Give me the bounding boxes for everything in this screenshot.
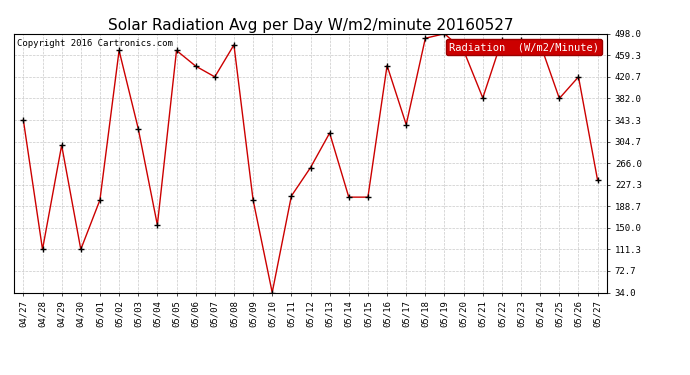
Radiation  (W/m2/Minute) [517,38,525,42]
Radiation  (W/m2/Minute) [19,118,28,122]
Radiation  (W/m2/Minute) [153,223,161,227]
Title: Solar Radiation Avg per Day W/m2/minute 20160527: Solar Radiation Avg per Day W/m2/minute … [108,18,513,33]
Radiation  (W/m2/Minute) [77,247,85,252]
Radiation  (W/m2/Minute) [364,195,372,200]
Radiation  (W/m2/Minute) [326,131,334,135]
Radiation  (W/m2/Minute) [555,96,564,101]
Radiation  (W/m2/Minute) [497,38,506,42]
Radiation  (W/m2/Minute) [249,198,257,202]
Radiation  (W/m2/Minute) [134,126,142,131]
Radiation  (W/m2/Minute) [172,48,181,53]
Radiation  (W/m2/Minute) [574,75,582,79]
Radiation  (W/m2/Minute) [230,43,238,47]
Radiation  (W/m2/Minute) [536,42,544,46]
Radiation  (W/m2/Minute) [268,290,277,295]
Radiation  (W/m2/Minute) [192,64,200,68]
Radiation  (W/m2/Minute) [344,195,353,200]
Text: Copyright 2016 Cartronics.com: Copyright 2016 Cartronics.com [17,39,172,48]
Line: Radiation  (W/m2/Minute): Radiation (W/m2/Minute) [21,31,600,295]
Radiation  (W/m2/Minute) [440,32,449,36]
Radiation  (W/m2/Minute) [460,48,468,53]
Radiation  (W/m2/Minute) [421,36,429,40]
Radiation  (W/m2/Minute) [306,165,315,170]
Radiation  (W/m2/Minute) [115,48,124,53]
Radiation  (W/m2/Minute) [210,75,219,79]
Radiation  (W/m2/Minute) [479,96,487,100]
Radiation  (W/m2/Minute) [402,122,411,127]
Radiation  (W/m2/Minute) [57,143,66,147]
Legend: Radiation  (W/m2/Minute): Radiation (W/m2/Minute) [446,39,602,55]
Radiation  (W/m2/Minute) [287,194,295,198]
Radiation  (W/m2/Minute) [39,247,47,252]
Radiation  (W/m2/Minute) [593,178,602,183]
Radiation  (W/m2/Minute) [383,63,391,68]
Radiation  (W/m2/Minute) [96,198,104,202]
